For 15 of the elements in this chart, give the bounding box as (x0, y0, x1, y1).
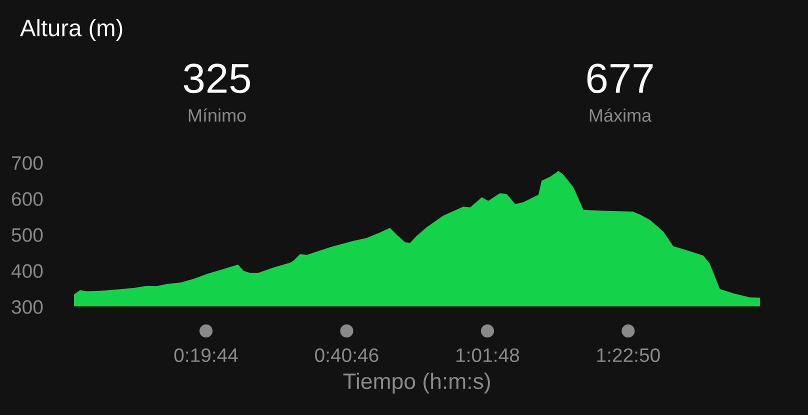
text: 325 (184, 64, 250, 94)
text: Mínimo (188, 108, 246, 122)
text: 677 (587, 64, 653, 94)
y-tick-label: 400 (11, 264, 43, 278)
y-tick-label: 300 (12, 300, 43, 314)
y-tick-label: 500 (12, 228, 43, 242)
chart-title: Altura (m) (20, 18, 122, 41)
text: Máxima (590, 108, 652, 122)
y-tick-label: 600 (12, 192, 43, 206)
x-tick-label: 1:01:48 (456, 348, 520, 362)
x-tick-label: 0:40:46 (315, 348, 378, 362)
x-axis-title: Tiempo (h:m:s) (343, 372, 490, 394)
x-tick-label: 0:19:44 (174, 348, 238, 362)
y-tick-label: 700 (12, 156, 43, 170)
x-tick-label: 1:22:50 (597, 348, 660, 362)
